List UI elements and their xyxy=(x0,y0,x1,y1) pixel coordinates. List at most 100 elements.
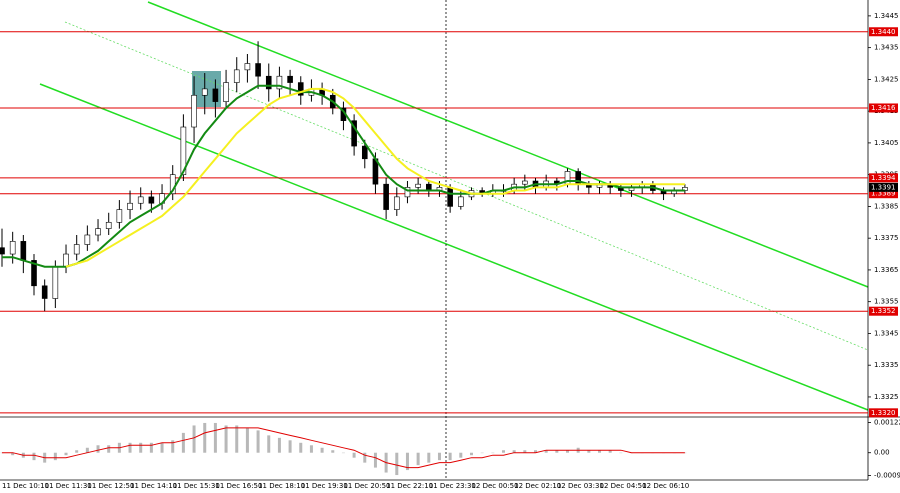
histogram-bar xyxy=(32,452,36,461)
candle-body xyxy=(522,180,528,185)
candle-body xyxy=(223,82,229,102)
x-tick-label: 11 Dec 12:50 xyxy=(87,482,134,490)
level-label: 1.3440 xyxy=(871,28,896,36)
moving-average xyxy=(65,87,685,268)
histogram-bar xyxy=(309,445,313,453)
histogram-bar xyxy=(512,450,516,453)
y-tick-label: 1.3435 xyxy=(874,44,899,52)
trend-line xyxy=(39,83,869,411)
candle-body xyxy=(393,196,400,210)
y-tick-label: 1.3325 xyxy=(874,393,899,401)
y-tick-label: 1.3355 xyxy=(874,298,899,306)
histogram-bar xyxy=(160,442,164,453)
histogram-bar xyxy=(171,440,175,453)
x-tick-label: 11 Dec 14:10 xyxy=(130,482,177,490)
y-tick-label: 1.3445 xyxy=(874,12,899,20)
candle-body xyxy=(265,75,272,90)
histogram-bar xyxy=(555,450,559,453)
histogram-bar xyxy=(587,450,591,453)
candle-body xyxy=(0,247,5,255)
x-tick-label: 11 Dec 16:50 xyxy=(215,482,262,490)
y-tick-label: 1.3385 xyxy=(874,202,899,210)
histogram-bar xyxy=(566,450,570,453)
x-tick-label: 11 Dec 19:30 xyxy=(301,482,348,490)
histogram-bar xyxy=(213,422,217,453)
histogram-bar xyxy=(288,440,292,453)
level-label: 1.3352 xyxy=(871,307,896,315)
histogram-bar xyxy=(469,452,473,456)
histogram-bar xyxy=(203,422,207,453)
candle-body xyxy=(447,187,453,207)
x-tick-label: 12 Dec 00:50 xyxy=(471,482,518,490)
level-label: 1.3320 xyxy=(871,409,896,417)
signal-line xyxy=(2,427,685,469)
candle-body xyxy=(361,145,368,160)
histogram-bar xyxy=(501,450,505,453)
y-tick-label: 1.3365 xyxy=(874,266,899,274)
histogram-bar xyxy=(395,452,399,476)
x-tick-label: 11 Dec 10:10 xyxy=(2,482,49,490)
x-tick-label: 11 Dec 23:30 xyxy=(429,482,476,490)
y-tick-label: 0.00122 xyxy=(874,418,900,426)
histogram-bar xyxy=(235,425,239,453)
histogram-bar xyxy=(181,432,185,453)
candle-body xyxy=(73,244,80,255)
candle-body xyxy=(404,187,411,198)
candle-body xyxy=(9,241,16,255)
histogram-bar xyxy=(299,442,303,453)
histogram-bar xyxy=(64,452,68,456)
y-tick-label: 1.3425 xyxy=(874,75,899,83)
histogram-bar xyxy=(427,452,431,463)
histogram-bar xyxy=(96,445,100,453)
histogram-bar xyxy=(267,435,271,453)
y-tick-label: -0.00092 xyxy=(874,472,900,480)
candle-body xyxy=(137,196,144,204)
last-price-label: 1.3391 xyxy=(871,183,896,191)
level-label-box xyxy=(869,173,898,183)
x-tick-label: 11 Dec 11:30 xyxy=(45,482,92,490)
candle-body xyxy=(41,285,48,299)
x-tick-label: 11 Dec 18:10 xyxy=(258,482,305,490)
x-tick-label: 11 Dec 15:30 xyxy=(173,482,220,490)
histogram-bar xyxy=(363,452,367,463)
histogram-bar xyxy=(373,452,377,468)
x-tick-label: 12 Dec 03:30 xyxy=(557,482,604,490)
candle-body xyxy=(297,82,304,96)
candle-body xyxy=(276,75,283,90)
y-tick-label: 1.3345 xyxy=(874,329,899,337)
candle-body xyxy=(201,88,208,96)
trend-line xyxy=(64,21,869,351)
histogram-bar xyxy=(416,452,420,466)
y-tick-label: 0.00 xyxy=(874,449,890,457)
level-label: 1.3416 xyxy=(871,104,896,112)
candle-body xyxy=(95,228,101,236)
histogram-bar xyxy=(128,442,132,453)
candle-body xyxy=(84,234,91,245)
candle-body xyxy=(233,69,240,83)
histogram-bar xyxy=(224,425,228,453)
histogram-bar xyxy=(149,442,153,453)
histogram-bar xyxy=(192,425,196,453)
y-tick-label: 1.3335 xyxy=(874,361,899,369)
histogram-bar xyxy=(11,452,15,456)
candle-body xyxy=(244,63,251,71)
histogram-bar xyxy=(608,450,612,453)
histogram-bar xyxy=(75,450,79,453)
histogram-bar xyxy=(139,442,143,453)
histogram-bar xyxy=(320,447,324,453)
x-tick-label: 12 Dec 04:50 xyxy=(600,482,647,490)
candle-body xyxy=(287,75,293,83)
histogram-bar xyxy=(352,452,356,458)
candle-body xyxy=(255,63,261,77)
histogram-bar xyxy=(256,430,260,453)
histogram-bar xyxy=(598,450,602,453)
candle-body xyxy=(105,221,112,229)
candle-body xyxy=(415,183,421,188)
histogram-bar xyxy=(107,445,111,453)
candle-body xyxy=(127,202,133,210)
candle-body xyxy=(63,253,69,268)
x-tick-label: 12 Dec 02:10 xyxy=(514,482,561,490)
y-tick-label: 1.3375 xyxy=(874,234,899,242)
candle-body xyxy=(148,196,155,204)
